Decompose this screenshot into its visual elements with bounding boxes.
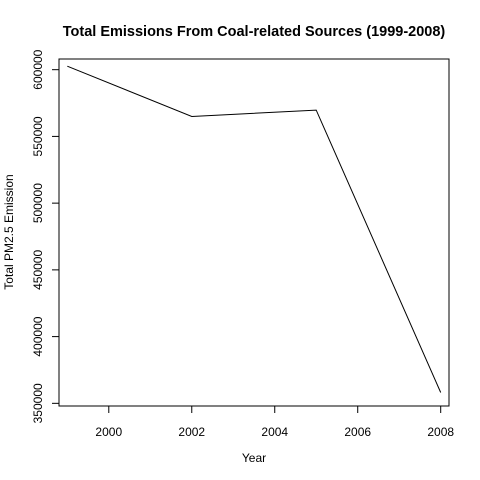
y-tick-label: 350000: [31, 383, 45, 423]
y-tick-label: 500000: [31, 183, 45, 223]
y-axis: 350000 400000 450000 500000 550000 600000: [31, 49, 59, 423]
y-tick-label: 600000: [31, 49, 45, 89]
chart-title: Total Emissions From Coal-related Source…: [63, 24, 446, 40]
y-tick-label: 450000: [31, 250, 45, 290]
series-layer: [67, 65, 442, 393]
x-tick-label: 2004: [261, 425, 288, 439]
series-line: [67, 65, 442, 393]
x-axis-label: Year: [242, 451, 266, 465]
x-tick-label: 2002: [178, 425, 205, 439]
y-axis-label: Total PM2.5 Emission: [2, 174, 16, 289]
y-tick-label: 400000: [31, 316, 45, 356]
plot-frame: [58, 58, 450, 407]
x-tick-label: 2000: [95, 425, 122, 439]
x-tick-label: 2006: [344, 425, 371, 439]
x-tick-label: 2008: [427, 425, 454, 439]
x-axis: 2000 2002 2004 2006 2008: [95, 406, 454, 439]
y-tick-label: 550000: [31, 116, 45, 156]
